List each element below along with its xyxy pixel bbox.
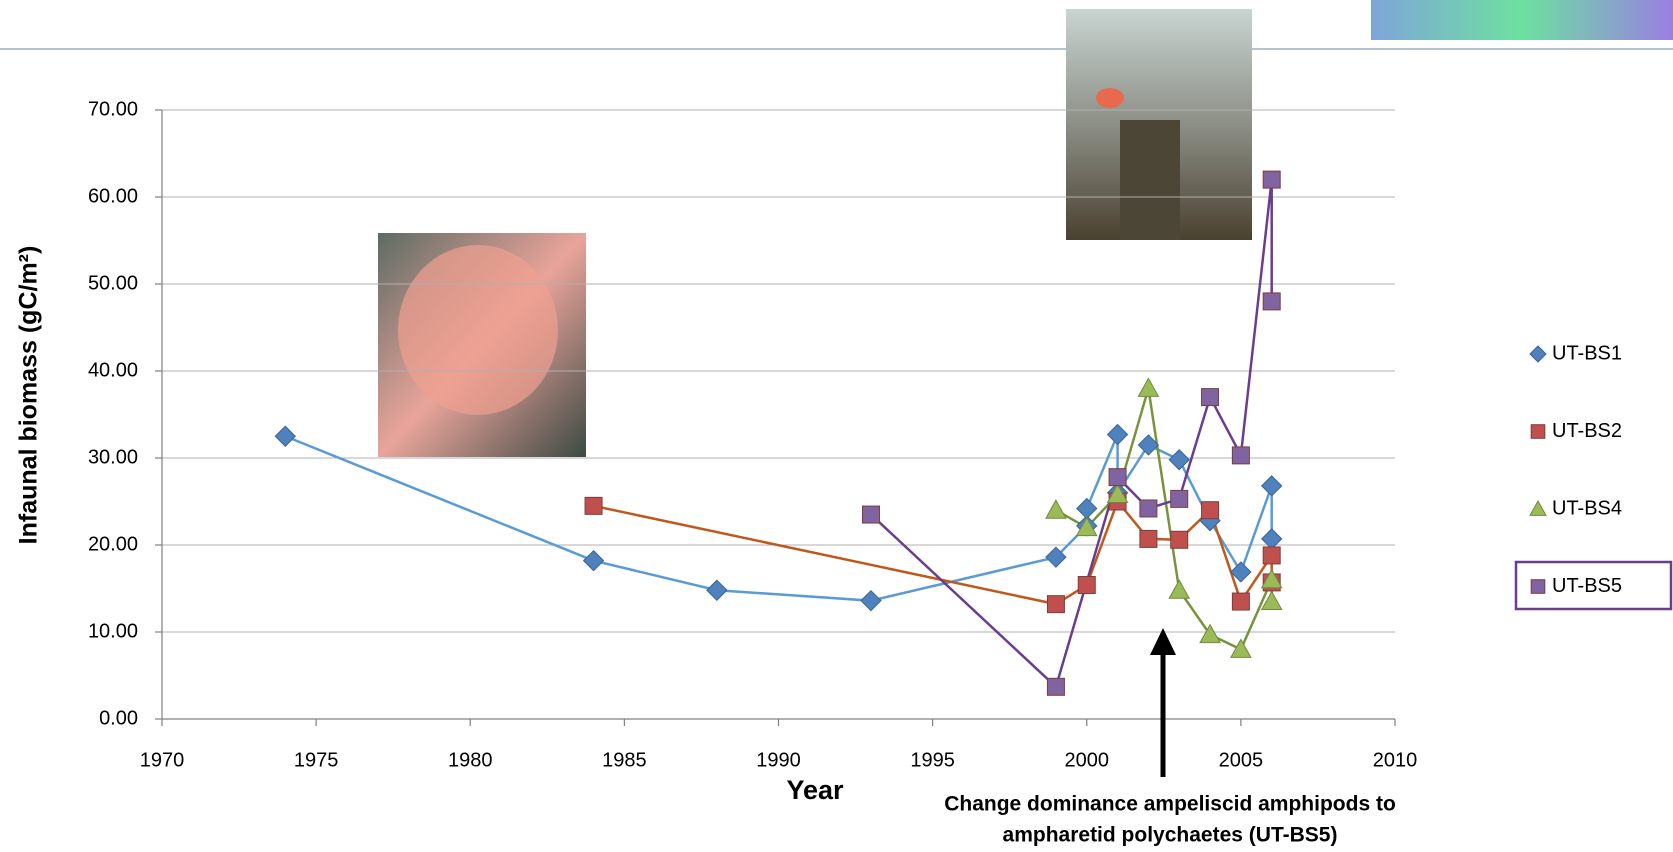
marker [1263,547,1280,564]
x-tick-label: 1980 [448,749,493,771]
legend-label: UT-BS2 [1552,420,1622,442]
marker [1078,577,1095,594]
marker [1169,450,1189,470]
marker [585,497,602,514]
y-tick-label: 10.00 [88,620,138,642]
x-tick-label: 1975 [294,749,339,771]
marker [1077,498,1097,518]
marker [1232,593,1249,610]
marker [1171,490,1188,507]
x-tick-label: 1990 [756,749,801,771]
series-line [871,180,1272,687]
marker [1140,500,1157,517]
marker [1262,529,1282,549]
marker [1046,500,1066,518]
marker [1232,447,1249,464]
legend-label: UT-BS1 [1552,342,1622,364]
y-tick-label: 50.00 [88,272,138,294]
series-line [285,435,1271,601]
marker [861,591,881,611]
legend-marker [1530,501,1546,515]
marker [1231,639,1251,657]
marker [1263,293,1280,310]
marker [1202,502,1219,519]
marker [1140,530,1157,547]
x-tick-label: 1985 [602,749,647,771]
marker [1169,580,1189,598]
marker [1109,469,1126,486]
legend-marker [1531,425,1545,439]
marker [862,506,879,523]
y-tick-label: 0.00 [99,707,138,729]
y-axis-title: Infaunal biomass (gC/m²) [15,246,43,545]
legend-label: UT-BS4 [1552,497,1622,519]
polychaete-head [1096,88,1124,108]
marker [1171,531,1188,548]
amphipod-shape [398,245,558,415]
annotation: ampharetid polychaetes (UT-BS5) [1003,824,1338,847]
x-axis-title: Year [786,775,844,805]
marker [1263,171,1280,188]
marker [707,580,727,600]
annotation: Change dominance ampeliscid amphipods to [944,793,1396,816]
marker [584,551,604,571]
x-tick-label: 1970 [140,749,185,771]
marker [275,426,295,446]
y-tick-label: 70.00 [88,98,138,120]
y-tick-label: 20.00 [88,533,138,555]
legend-marker [1530,346,1546,362]
marker [1047,596,1064,613]
page: {"chart_data": {"type": "line", "y_label… [0,0,1673,852]
chart: Infaunal biomass (gC/m²) Year Change dom… [0,0,1673,852]
marker [1202,389,1219,406]
marker [1138,378,1158,396]
y-tick-label: 30.00 [88,446,138,468]
x-tick-label: 1995 [910,749,955,771]
series-line [594,502,1272,605]
x-tick-label: 2005 [1219,749,1264,771]
marker [1200,625,1220,643]
marker [1262,476,1282,496]
polychaete-tube [1120,120,1180,240]
x-tick-label: 2000 [1065,749,1110,771]
marker [1108,425,1128,445]
marker [1047,678,1064,695]
y-tick-label: 60.00 [88,185,138,207]
map-thumbnail [1371,0,1673,40]
legend-label: UT-BS5 [1552,575,1622,597]
x-tick-label: 2010 [1373,749,1418,771]
y-tick-label: 40.00 [88,359,138,381]
legend-marker [1531,580,1545,594]
